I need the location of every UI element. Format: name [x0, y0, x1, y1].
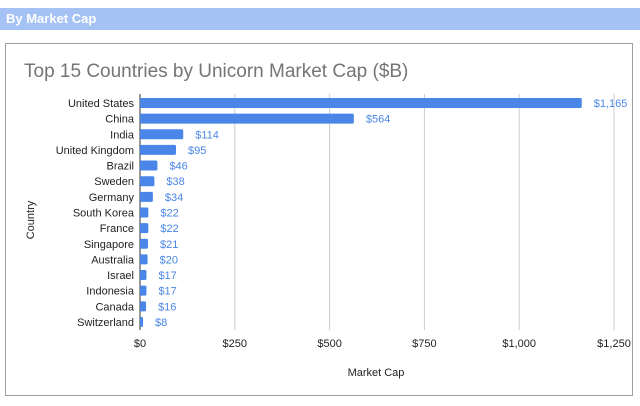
data-label: $114	[195, 129, 219, 141]
bar	[140, 191, 153, 202]
data-label: $34	[165, 192, 183, 204]
category-label: Indonesia	[86, 286, 135, 298]
category-label: Australia	[91, 254, 135, 266]
y-axis-title: Country	[25, 200, 37, 239]
data-label: $1,165	[594, 98, 628, 110]
section-header-label: By Market Cap	[6, 11, 97, 26]
chart-title: Top 15 Countries by Unicorn Market Cap (…	[24, 61, 409, 82]
bar	[140, 160, 158, 171]
x-tick-label: $0	[134, 338, 146, 350]
x-tick-label: $250	[223, 338, 247, 350]
x-tick-label: $1,250	[597, 338, 631, 350]
bar	[140, 316, 144, 327]
bar	[140, 144, 177, 155]
data-label: $564	[366, 114, 390, 126]
x-tick-label: $500	[317, 338, 341, 350]
category-label: Canada	[95, 301, 134, 313]
category-label: Sweden	[94, 176, 134, 188]
bar	[140, 301, 147, 312]
category-label: United States	[68, 98, 135, 110]
category-label: Singapore	[84, 239, 134, 251]
bar	[140, 129, 184, 140]
bar	[140, 113, 354, 124]
data-label: $17	[158, 286, 176, 298]
data-label: $21	[160, 239, 178, 251]
labels: $0 $250 $500 $750 $1,000 $1,250 United States $…	[56, 98, 631, 350]
x-axis-title: Market Cap	[348, 367, 405, 379]
bar	[140, 254, 148, 265]
bar	[140, 207, 149, 218]
category-label: South Korea	[73, 207, 135, 219]
section-header-bar	[0, 8, 640, 30]
data-label: $20	[160, 254, 178, 266]
data-label: $22	[160, 223, 178, 235]
bar	[140, 98, 582, 108]
category-label: Israel	[107, 270, 134, 282]
x-tick-label: $750	[412, 338, 436, 350]
bar	[140, 238, 148, 249]
data-label: $22	[160, 207, 178, 219]
data-label: $8	[155, 317, 167, 329]
category-label: United Kingdom	[56, 145, 134, 157]
category-label: India	[110, 129, 135, 141]
bar	[140, 270, 147, 281]
bar	[140, 176, 155, 187]
category-label: Brazil	[106, 161, 134, 173]
data-label: $17	[158, 270, 176, 282]
bar	[140, 285, 147, 296]
data-label: $95	[188, 145, 206, 157]
data-label: $16	[158, 301, 176, 313]
category-label: Switzerland	[77, 317, 134, 329]
x-tick-label: $1,000	[502, 338, 536, 350]
bars	[140, 98, 582, 327]
data-label: $38	[166, 176, 184, 188]
category-label: Germany	[89, 192, 135, 204]
category-label: France	[100, 223, 134, 235]
data-label: $46	[169, 161, 187, 173]
bar	[140, 223, 149, 234]
section-header: By Market Cap	[0, 0, 640, 30]
category-label: China	[105, 114, 135, 126]
